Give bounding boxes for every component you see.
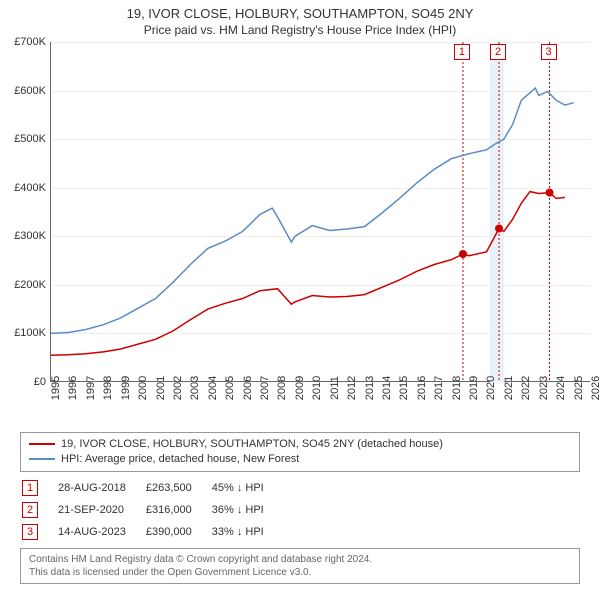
x-axis-tick: 2015: [398, 376, 410, 400]
chart-title: 19, IVOR CLOSE, HOLBURY, SOUTHAMPTON, SO…: [0, 6, 600, 21]
y-axis-tick: £200K: [14, 279, 46, 291]
x-axis-tick: 2005: [224, 376, 236, 400]
x-axis-tick: 2026: [590, 376, 600, 400]
x-axis-tick: 2013: [364, 376, 376, 400]
sale-marker-badge: 3: [22, 524, 38, 540]
legend-swatch: [29, 458, 55, 460]
x-axis-tick: 2006: [242, 376, 254, 400]
x-axis-tick: 2001: [155, 376, 167, 400]
sale-delta: 45% ↓ HPI: [212, 478, 282, 498]
legend-label: 19, IVOR CLOSE, HOLBURY, SOUTHAMPTON, SO…: [61, 438, 443, 450]
y-axis-tick: £0: [34, 376, 46, 388]
y-axis-tick: £500K: [14, 133, 46, 145]
title-block: 19, IVOR CLOSE, HOLBURY, SOUTHAMPTON, SO…: [0, 0, 600, 37]
x-axis-tick: 2000: [137, 376, 149, 400]
sale-date: 28-AUG-2018: [58, 478, 144, 498]
x-axis-tick: 2010: [311, 376, 323, 400]
legend-label: HPI: Average price, detached house, New …: [61, 453, 299, 465]
chart-container: 19, IVOR CLOSE, HOLBURY, SOUTHAMPTON, SO…: [0, 0, 600, 590]
sale-delta: 33% ↓ HPI: [212, 522, 282, 542]
table-row: 3 14-AUG-2023 £390,000 33% ↓ HPI: [22, 522, 282, 542]
sale-marker-badge: 1: [22, 480, 38, 496]
plot-svg: [51, 42, 591, 382]
table-row: 1 28-AUG-2018 £263,500 45% ↓ HPI: [22, 478, 282, 498]
x-axis-tick: 2017: [433, 376, 445, 400]
x-axis-tick: 2003: [189, 376, 201, 400]
x-axis-tick: 2008: [276, 376, 288, 400]
legend: 19, IVOR CLOSE, HOLBURY, SOUTHAMPTON, SO…: [20, 432, 580, 472]
x-axis-tick: 2016: [416, 376, 428, 400]
legend-swatch: [29, 443, 55, 445]
x-axis-tick: 1997: [85, 376, 97, 400]
x-axis-tick: 2012: [346, 376, 358, 400]
sale-price: £390,000: [146, 522, 210, 542]
footer-line: Contains HM Land Registry data © Crown c…: [29, 553, 571, 566]
sale-delta: 36% ↓ HPI: [212, 500, 282, 520]
sale-price: £263,500: [146, 478, 210, 498]
x-axis-tick: 2014: [381, 376, 393, 400]
x-axis-tick: 1999: [120, 376, 132, 400]
sale-date: 21-SEP-2020: [58, 500, 144, 520]
chart-marker-badge: 3: [541, 44, 557, 60]
legend-item: HPI: Average price, detached house, New …: [29, 452, 571, 467]
sale-price: £316,000: [146, 500, 210, 520]
table-row: 2 21-SEP-2020 £316,000 36% ↓ HPI: [22, 500, 282, 520]
sales-table: 1 28-AUG-2018 £263,500 45% ↓ HPI 2 21-SE…: [20, 476, 284, 544]
plot-area: [50, 42, 590, 382]
y-axis-tick: £700K: [14, 36, 46, 48]
x-axis-tick: 2024: [555, 376, 567, 400]
x-axis-tick: 2007: [259, 376, 271, 400]
chart-area: £0£100K£200K£300K£400K£500K£600K£700K 19…: [0, 42, 600, 422]
chart-marker-badge: 1: [454, 44, 470, 60]
x-axis-tick: 2020: [485, 376, 497, 400]
x-axis-tick: 1998: [102, 376, 114, 400]
x-axis-tick: 2021: [503, 376, 515, 400]
y-axis-tick: £600K: [14, 85, 46, 97]
sale-date: 14-AUG-2023: [58, 522, 144, 542]
footer-attribution: Contains HM Land Registry data © Crown c…: [20, 548, 580, 584]
x-axis-tick: 2023: [538, 376, 550, 400]
chart-subtitle: Price paid vs. HM Land Registry's House …: [0, 23, 600, 37]
y-axis-tick: £400K: [14, 182, 46, 194]
x-axis-tick: 2002: [172, 376, 184, 400]
x-axis-tick: 1995: [50, 376, 62, 400]
x-axis-tick: 2009: [294, 376, 306, 400]
x-axis-tick: 2004: [207, 376, 219, 400]
x-axis-tick: 2022: [520, 376, 532, 400]
x-axis-tick: 2019: [468, 376, 480, 400]
y-axis-tick: £300K: [14, 230, 46, 242]
x-axis-tick: 2011: [329, 376, 341, 400]
x-axis-tick: 2018: [451, 376, 463, 400]
x-axis-tick: 1996: [67, 376, 79, 400]
x-axis-tick: 2025: [573, 376, 585, 400]
y-axis-tick: £100K: [14, 327, 46, 339]
chart-marker-badge: 2: [490, 44, 506, 60]
footer-line: This data is licensed under the Open Gov…: [29, 566, 571, 579]
sale-marker-badge: 2: [22, 502, 38, 518]
legend-item: 19, IVOR CLOSE, HOLBURY, SOUTHAMPTON, SO…: [29, 437, 571, 452]
